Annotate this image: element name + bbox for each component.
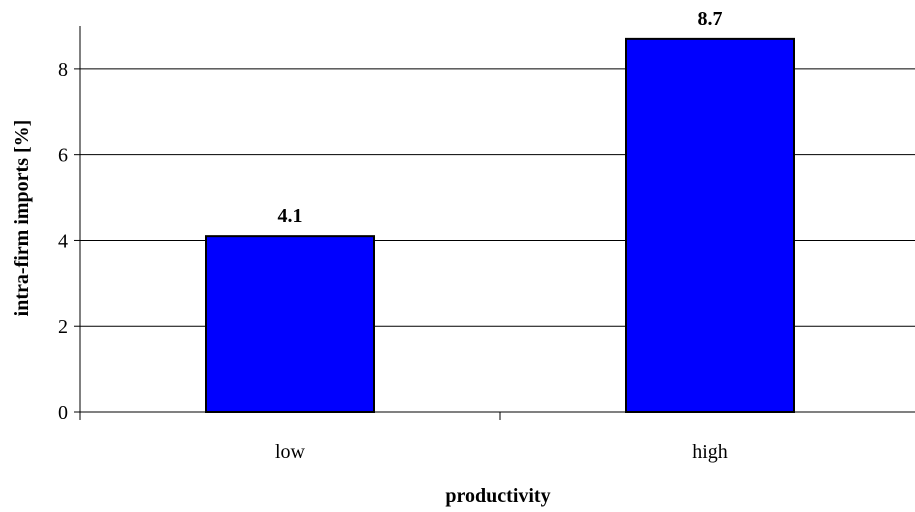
data-labels: 4.1 8.7 — [278, 8, 723, 227]
x-axis-title: productivity — [445, 485, 550, 507]
data-label-high: 8.7 — [698, 8, 723, 30]
x-tick-label-high: high — [692, 441, 728, 463]
y-axis-title: intra-firm imports [%] — [11, 120, 33, 317]
y-tick-label: 2 — [58, 316, 68, 338]
y-tick-labels: 0 2 4 6 8 — [58, 59, 68, 424]
x-tick-label-low: low — [275, 441, 306, 463]
y-tick-label: 4 — [58, 230, 68, 252]
y-tick-label: 8 — [58, 59, 68, 81]
bar-low — [205, 235, 375, 413]
y-tick-label: 6 — [58, 145, 68, 167]
bar-high — [625, 37, 795, 413]
y-tick-label: 0 — [58, 402, 68, 424]
axes — [74, 26, 915, 420]
x-tick-labels: low high — [275, 441, 728, 463]
data-label-low: 4.1 — [278, 205, 303, 227]
